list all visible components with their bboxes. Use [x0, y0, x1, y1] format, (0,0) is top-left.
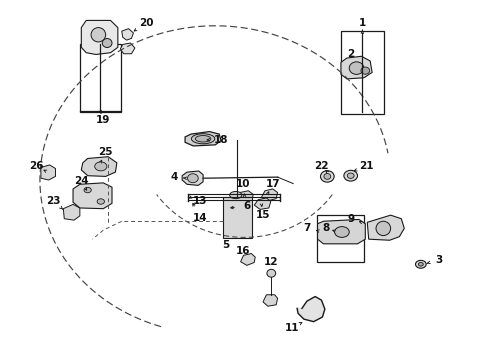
- Polygon shape: [120, 43, 135, 54]
- Ellipse shape: [348, 62, 363, 75]
- Polygon shape: [297, 297, 324, 321]
- Text: 13: 13: [192, 196, 206, 206]
- Ellipse shape: [323, 174, 330, 179]
- Polygon shape: [122, 29, 133, 40]
- Text: 23: 23: [46, 196, 61, 206]
- Ellipse shape: [191, 134, 214, 144]
- Text: 5: 5: [222, 240, 229, 250]
- Text: 4: 4: [170, 172, 177, 182]
- Text: 16: 16: [236, 246, 250, 256]
- Polygon shape: [261, 189, 277, 201]
- Polygon shape: [366, 215, 404, 240]
- Text: 10: 10: [236, 179, 250, 189]
- Ellipse shape: [360, 67, 369, 74]
- Polygon shape: [73, 183, 112, 209]
- Ellipse shape: [97, 199, 104, 204]
- Text: 18: 18: [213, 135, 228, 145]
- Bar: [340, 31, 383, 114]
- Bar: [80, 44, 121, 112]
- Polygon shape: [81, 157, 117, 176]
- Ellipse shape: [418, 262, 423, 266]
- Ellipse shape: [187, 174, 198, 183]
- Polygon shape: [184, 132, 221, 146]
- Polygon shape: [340, 56, 371, 79]
- Polygon shape: [317, 220, 365, 244]
- Text: 14: 14: [192, 213, 206, 222]
- Text: 12: 12: [264, 257, 278, 267]
- Ellipse shape: [320, 171, 333, 182]
- Text: 24: 24: [74, 176, 88, 186]
- Ellipse shape: [102, 39, 112, 48]
- Text: 22: 22: [314, 161, 328, 171]
- Polygon shape: [81, 21, 118, 54]
- Text: 6: 6: [243, 201, 250, 211]
- Text: 26: 26: [29, 161, 43, 171]
- Text: 2: 2: [346, 49, 354, 59]
- Text: 19: 19: [96, 115, 110, 125]
- Text: 21: 21: [358, 161, 373, 171]
- Ellipse shape: [346, 173, 353, 179]
- Ellipse shape: [84, 187, 91, 193]
- Ellipse shape: [229, 192, 242, 199]
- Text: 15: 15: [255, 210, 270, 220]
- Bar: [222, 197, 251, 238]
- Text: 3: 3: [435, 255, 442, 265]
- Polygon shape: [240, 253, 255, 265]
- Ellipse shape: [266, 269, 275, 277]
- Text: 25: 25: [98, 147, 113, 157]
- Text: 1: 1: [358, 18, 365, 28]
- Text: 11: 11: [285, 323, 299, 333]
- Ellipse shape: [91, 28, 105, 42]
- Text: 8: 8: [322, 224, 329, 233]
- Bar: [316, 215, 364, 262]
- Polygon shape: [41, 165, 55, 180]
- Ellipse shape: [343, 170, 357, 181]
- Ellipse shape: [95, 162, 107, 171]
- Ellipse shape: [195, 135, 210, 142]
- Polygon shape: [182, 171, 203, 185]
- Text: 17: 17: [265, 179, 280, 189]
- Ellipse shape: [375, 221, 390, 235]
- Polygon shape: [254, 198, 270, 210]
- Polygon shape: [63, 204, 80, 220]
- Polygon shape: [263, 295, 277, 306]
- Text: 9: 9: [346, 214, 353, 224]
- Ellipse shape: [415, 260, 426, 268]
- Text: 20: 20: [139, 18, 153, 28]
- Polygon shape: [237, 191, 253, 202]
- Ellipse shape: [334, 226, 348, 237]
- Text: 7: 7: [303, 224, 310, 233]
